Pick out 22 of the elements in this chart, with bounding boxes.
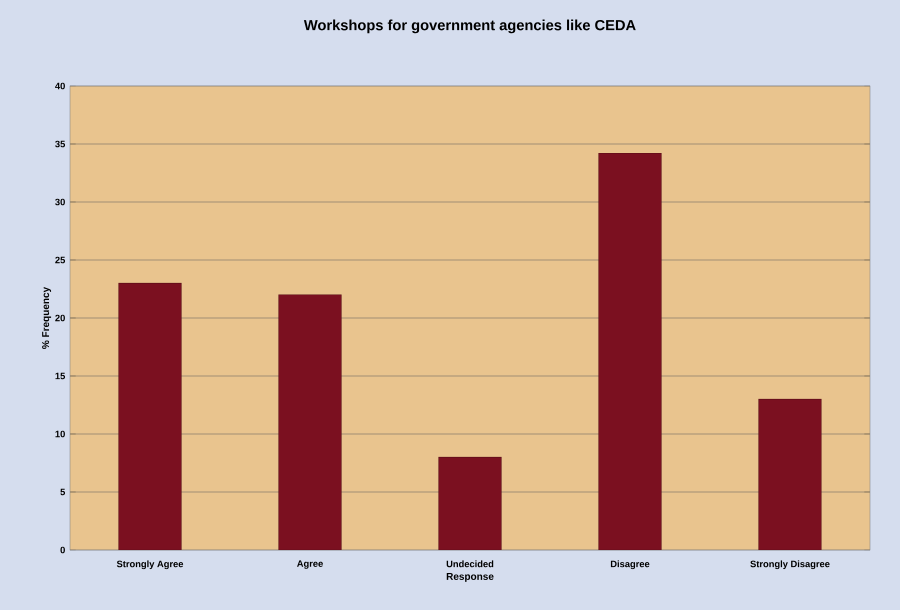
y-tick-label: 25 xyxy=(55,256,66,264)
chart-title: Workshops for government agencies like CEDA xyxy=(304,20,636,34)
bar xyxy=(598,153,662,550)
x-axis-title: Response xyxy=(446,572,494,582)
y-tick-label: 30 xyxy=(55,198,65,206)
x-tick-label: Agree xyxy=(297,560,323,569)
bar xyxy=(438,456,502,550)
x-tick-label: Disagree xyxy=(610,560,650,570)
x-tick-label: Strongly Agree xyxy=(116,560,184,570)
bar xyxy=(118,282,182,550)
y-tick-label: 35 xyxy=(55,140,66,148)
y-axis-title: % Frequency xyxy=(42,286,52,349)
y-tick-label: 10 xyxy=(56,430,65,438)
y-tick-label: 20 xyxy=(55,314,65,322)
y-tick-label: 40 xyxy=(55,82,65,90)
y-tick-label: 5 xyxy=(60,488,66,496)
y-tick-label: 15 xyxy=(56,372,66,380)
bar xyxy=(278,294,342,550)
x-tick-label: Strongly Disagree xyxy=(750,560,830,570)
x-tick-label: Undecided xyxy=(446,560,494,568)
bar xyxy=(758,398,822,550)
y-tick-label: 0 xyxy=(60,546,65,554)
